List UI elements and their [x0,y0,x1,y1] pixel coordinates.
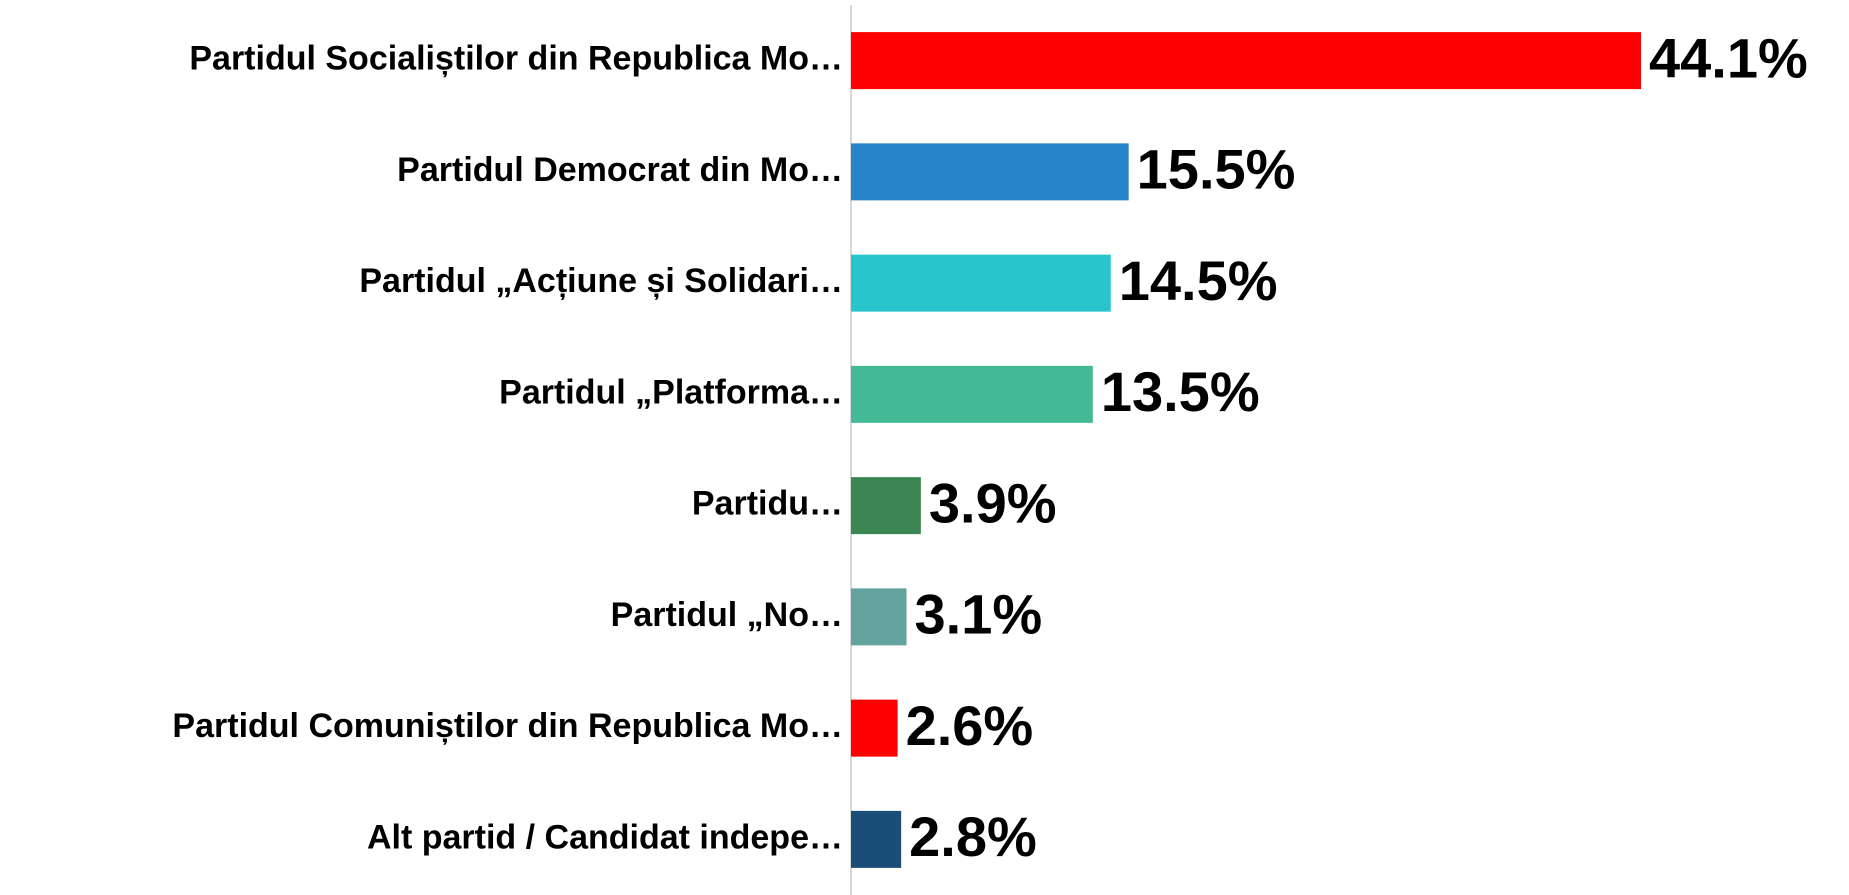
value-label: 2.6% [906,694,1034,757]
bar [851,32,1641,90]
value-label: 2.8% [909,805,1037,868]
category-label: Partidul „Acțiune și Solidari… [359,262,843,300]
value-label: 44.1% [1649,26,1808,89]
bar [851,143,1129,201]
bar [851,810,902,868]
bar [851,365,1093,423]
value-label: 13.5% [1101,360,1260,423]
value-label: 3.9% [929,471,1057,534]
category-label: Partidul Socialiștilor din Republica Mo… [189,40,843,78]
category-label: Partidu… [692,485,843,523]
value-label: 3.1% [915,583,1043,646]
category-label: Partidul „No… [611,596,843,634]
value-label: 14.5% [1119,249,1278,312]
category-label: Partidul Comuniștilor din Republica Mo… [172,707,843,745]
bar [851,699,898,757]
bar [851,254,1111,312]
category-label: Partidul Democrat din Mo… [397,151,843,189]
bar [851,477,921,535]
category-label: Alt partid / Candidat indepe… [367,818,843,856]
category-label: Partidul „Platforma… [499,373,843,411]
bar [851,588,907,646]
value-label: 15.5% [1137,138,1296,201]
